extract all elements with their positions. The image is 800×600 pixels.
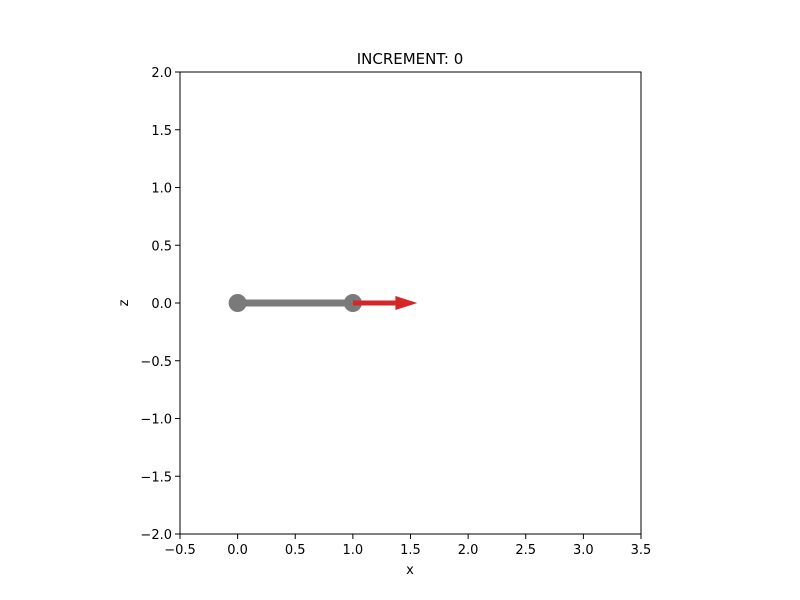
x-tick-label: −0.5 [164, 543, 196, 558]
x-tick-label: 3.5 [631, 543, 652, 558]
y-tick-label: −1.0 [140, 413, 172, 428]
x-axis-label: x [406, 563, 414, 578]
force-arrow [352, 296, 418, 310]
y-tick-label: −1.5 [140, 470, 172, 485]
y-tick-label: −0.5 [140, 355, 172, 370]
axis-ticks: −0.5 0.0 0.5 1.0 1.5 2.0 2.5 3.0 3.5 2.0 1.5 1.0 0.5… [140, 66, 651, 558]
y-tick-label: 1.0 [151, 182, 172, 197]
x-tick-label: 0.0 [227, 543, 248, 558]
y-axis-label: z [117, 299, 132, 306]
x-tick-label: 2.0 [458, 543, 479, 558]
y-tick-label: 0.5 [151, 239, 172, 254]
x-tick-label: 2.5 [515, 543, 536, 558]
y-tick-label: −2.0 [140, 528, 172, 543]
plot-area [228, 294, 418, 312]
joint-marker [343, 294, 362, 312]
x-tick-label: 1.0 [343, 543, 364, 558]
x-tick-label: 1.5 [400, 543, 421, 558]
y-tick-label: 1.5 [151, 124, 172, 139]
x-tick-label: 0.5 [285, 543, 306, 558]
chart-title: INCREMENT: 0 [357, 50, 464, 68]
y-tick-label: 2.0 [151, 66, 172, 81]
y-tick-label: 0.0 [151, 297, 172, 312]
axes-frame [179, 71, 642, 535]
joint-marker [228, 294, 247, 312]
x-tick-label: 3.0 [573, 543, 594, 558]
